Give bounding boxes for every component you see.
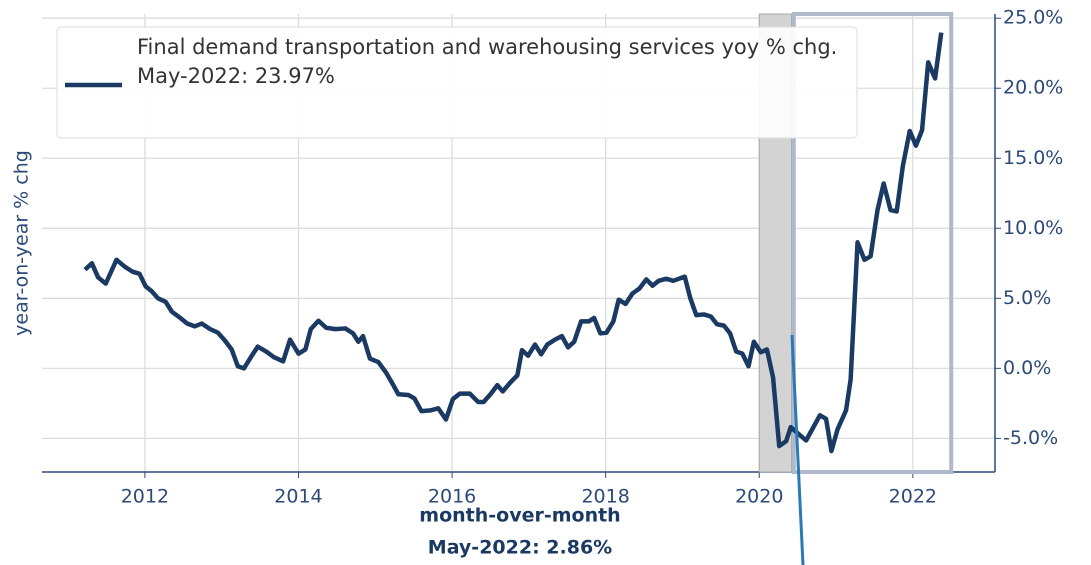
x-tick-label: 2014 [274, 486, 322, 508]
lines [83, 32, 944, 454]
y-tick-label: 10.0% [1003, 217, 1063, 239]
y-tick-label: -5.0% [1003, 427, 1058, 449]
series-line [83, 32, 944, 454]
y-tick-label: 15.0% [1003, 147, 1063, 169]
highlight-box [791, 12, 954, 474]
legend-note: May-2022: 23.97% [137, 64, 335, 88]
y-tick-label: 20.0% [1003, 77, 1063, 99]
y-tick-label: 25.0% [1003, 7, 1063, 29]
y-tick-label: 0.0% [1003, 357, 1051, 379]
footer-title: month-over-month [419, 505, 620, 527]
x-tick-label: 2012 [121, 486, 169, 508]
x-tick-label: 2016 [428, 486, 476, 508]
x-tick-label: 2018 [581, 486, 629, 508]
legend-label: Final demand transportation and warehous… [137, 33, 857, 91]
legend-series-name: Final demand transportation and warehous… [137, 35, 838, 59]
x-tick-label: 2020 [735, 486, 783, 508]
x-tick-label: 2022 [889, 486, 937, 508]
footer-note: May-2022: 2.86% [428, 537, 612, 559]
y-tick-label: 5.0% [1003, 287, 1051, 309]
legend-box [56, 26, 858, 139]
mom-indicator [790, 334, 805, 565]
y-axis-label: year-on-year % chg [11, 150, 33, 336]
